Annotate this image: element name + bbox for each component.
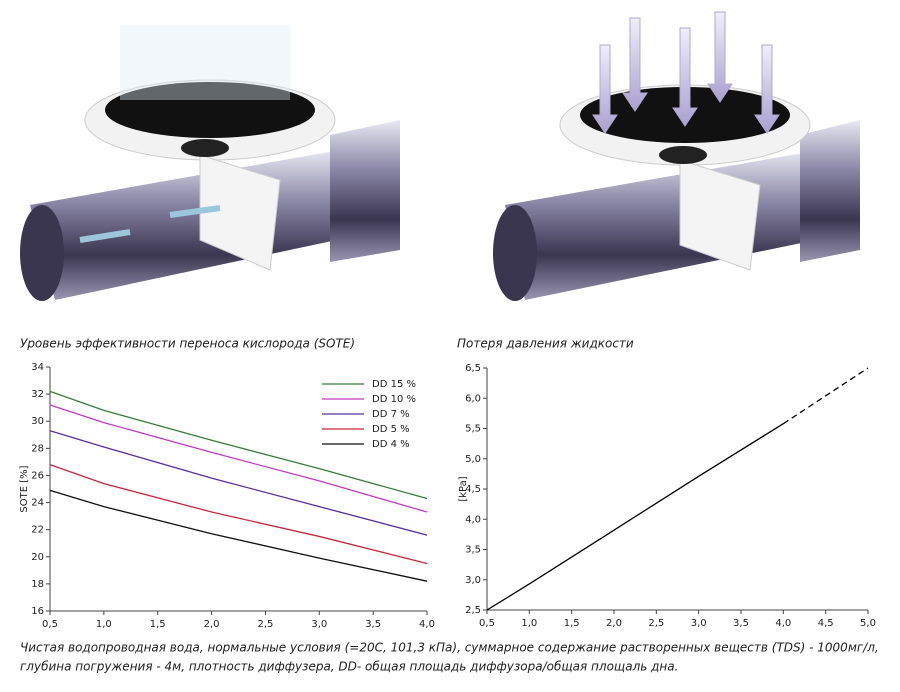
footnote: глубина погружения - 4м, плотность диффу… xyxy=(20,660,678,674)
x-tick-label: 0,5 xyxy=(42,619,58,630)
x-tick-label: 5,0 xyxy=(860,618,876,629)
x-tick-label: 1,5 xyxy=(150,619,166,630)
x-tick-label: 1,0 xyxy=(96,619,112,630)
legend-label: DD 10 % xyxy=(372,394,416,405)
x-tick-label: 2,5 xyxy=(257,619,273,630)
footnote: Чистая водопроводная вода, нормальные ус… xyxy=(20,641,879,655)
series-line xyxy=(49,489,428,582)
y-tick-label: 3,0 xyxy=(465,575,481,586)
x-tick-label: 2,0 xyxy=(204,619,220,630)
y-tick-label: 18 xyxy=(31,579,44,590)
x-tick-label: 3,0 xyxy=(691,618,707,629)
series-line xyxy=(49,430,428,536)
y-tick-label: 22 xyxy=(31,525,44,536)
y-tick-label: 24 xyxy=(31,498,44,509)
y-tick-label: 34 xyxy=(31,362,44,373)
series-line xyxy=(782,367,869,425)
y-tick-label: 28 xyxy=(31,443,44,454)
y-tick-label: 16 xyxy=(31,606,44,617)
y-tick-label: 20 xyxy=(31,552,44,563)
y-tick-label: 30 xyxy=(31,416,44,427)
series-line xyxy=(49,463,428,565)
y-tick-label: 3,5 xyxy=(465,545,481,556)
legend-label: DD 5 % xyxy=(372,424,410,435)
y-tick-label: 5,5 xyxy=(465,424,481,435)
x-tick-label: 3,0 xyxy=(311,619,327,630)
diffuser-illustration xyxy=(20,25,400,301)
y-axis-label: [kPa] xyxy=(458,476,469,501)
y-axis-label: SOTE [%] xyxy=(19,465,30,512)
x-tick-label: 0,5 xyxy=(479,618,495,629)
x-tick-label: 3,5 xyxy=(365,619,381,630)
x-tick-label: 2,5 xyxy=(648,618,664,629)
legend-label: DD 15 % xyxy=(372,379,416,390)
x-tick-label: 2,0 xyxy=(606,618,622,629)
y-tick-label: 32 xyxy=(31,389,44,400)
series-line xyxy=(49,404,428,513)
x-tick-label: 4,0 xyxy=(775,618,791,629)
y-tick-label: 2,5 xyxy=(465,605,481,616)
chart-title: Потеря давления жидкости xyxy=(457,337,634,351)
series-line xyxy=(49,390,428,500)
chart-title: Уровень эффективности переноса кислорода… xyxy=(20,337,355,351)
x-tick-label: 3,5 xyxy=(733,618,749,629)
y-tick-label: 4,5 xyxy=(465,484,481,495)
y-tick-label: 5,0 xyxy=(465,454,481,465)
series-line xyxy=(486,423,784,611)
legend-label: DD 4 % xyxy=(372,439,410,450)
y-tick-label: 6,0 xyxy=(465,393,481,404)
x-tick-label: 4,5 xyxy=(818,618,834,629)
y-tick-label: 4,0 xyxy=(465,514,481,525)
diffuser-illustration xyxy=(493,11,860,301)
x-tick-label: 4,0 xyxy=(419,619,435,630)
y-tick-label: 26 xyxy=(31,470,44,481)
y-tick-label: 6,5 xyxy=(465,363,481,374)
legend-label: DD 7 % xyxy=(372,409,410,420)
x-tick-label: 1,0 xyxy=(521,618,537,629)
x-tick-label: 1,5 xyxy=(564,618,580,629)
